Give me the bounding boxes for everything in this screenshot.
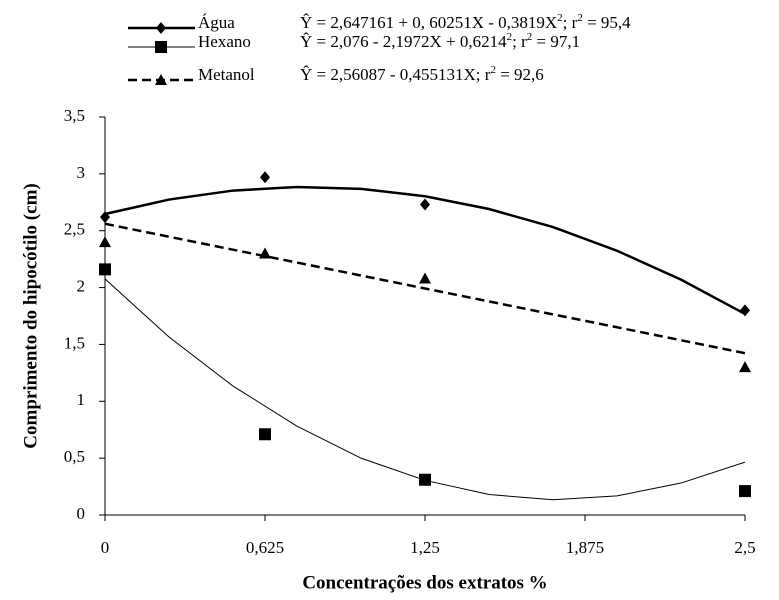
equation: Ŷ = 2,56087 - 0,455131X; r2 = 92,6 (300, 64, 544, 84)
marker (420, 198, 430, 211)
x-axis-label: Concentrações dos extratos % (302, 572, 547, 593)
y-tick-label: 3,5 (64, 106, 85, 125)
x-tick-label: 0 (101, 538, 110, 557)
equation-part: 2 (557, 12, 563, 24)
equation: Ŷ = 2,076 - 2,1972X + 0,62142; r2 = 97,1 (300, 31, 580, 51)
legend-label: Água (198, 13, 235, 32)
equation-part: ; r (512, 32, 527, 51)
y-tick-label: 0 (77, 504, 86, 523)
marker (99, 263, 111, 276)
legend-label: Metanol (198, 65, 255, 84)
x-tick-label: 2,5 (734, 538, 755, 557)
y-tick-label: 1,5 (64, 333, 85, 352)
equation-part: = 92,6 (496, 65, 544, 84)
equation-part: Ŷ = 2,076 - 2,1972X + 0,6214 (300, 32, 507, 51)
marker (419, 272, 431, 284)
y-tick-label: 0,5 (64, 447, 85, 466)
equation-part: Ŷ = 2,647161 + 0, 60251X - 0,3819X (300, 13, 557, 32)
equation-part: Ŷ = 2,56087 - 0,455131X; r (300, 65, 491, 84)
x-tick-label: 0,625 (246, 538, 284, 557)
fit-line (104, 278, 746, 501)
marker (155, 41, 167, 53)
equation-part: ; r (563, 13, 578, 32)
fit-line (104, 222, 746, 355)
marker (259, 247, 271, 259)
equation-part: 2 (490, 64, 496, 76)
x-tick-label: 1,25 (410, 538, 440, 557)
fit-line (104, 185, 746, 316)
x-tick-label: 1,875 (566, 538, 604, 557)
marker (740, 304, 750, 317)
equation-part: = 97,1 (532, 32, 580, 51)
equation-part: 2 (577, 12, 583, 24)
marker (155, 74, 167, 85)
equation-part: = 95,4 (583, 13, 631, 32)
marker (99, 236, 111, 248)
y-tick-label: 2,5 (64, 220, 85, 239)
marker (156, 22, 166, 34)
marker (739, 361, 751, 373)
y-axis-label: Comprimento do hipocótilo (cm) (20, 183, 41, 448)
equation: Ŷ = 2,647161 + 0, 60251X - 0,3819X2; r2 … (300, 12, 631, 32)
equation-part: 2 (527, 31, 533, 43)
marker (259, 428, 271, 441)
marker (739, 485, 751, 498)
marker (419, 473, 431, 486)
equation-part: 2 (507, 31, 513, 43)
y-tick-label: 2 (77, 276, 86, 295)
y-tick-label: 1 (77, 390, 86, 409)
marker (260, 171, 270, 184)
marker (100, 211, 110, 224)
legend-label: Hexano (198, 32, 251, 51)
y-tick-label: 3 (77, 163, 86, 182)
